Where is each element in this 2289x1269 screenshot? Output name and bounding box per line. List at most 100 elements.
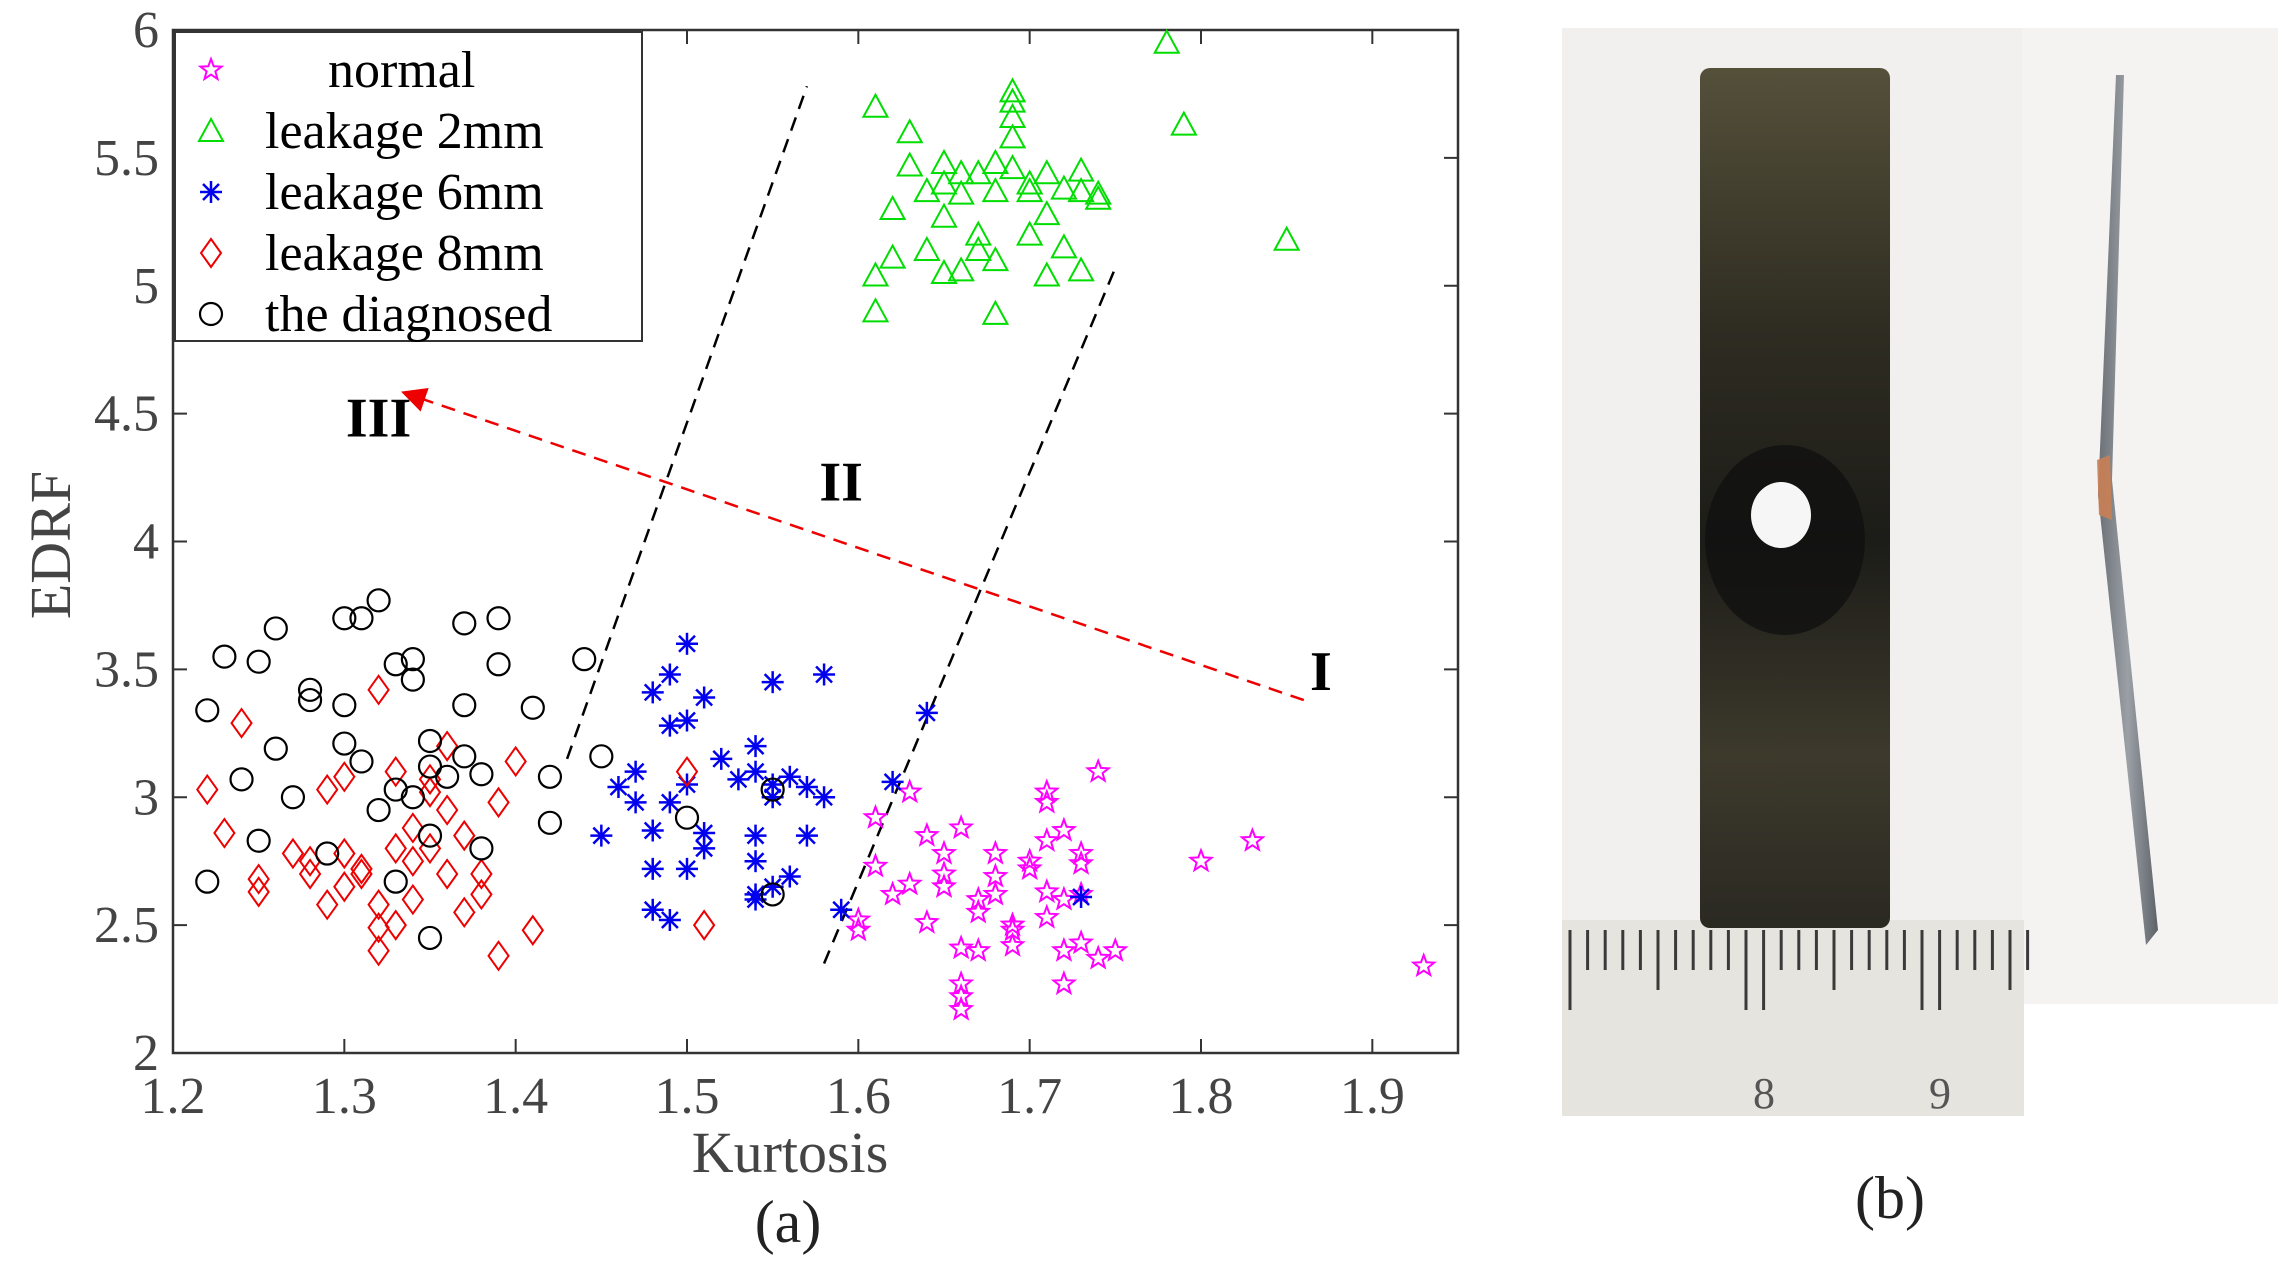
y-tick-labels: 2 2.5 3 3.5 4 4.5 5 5.5 6	[94, 2, 159, 1082]
data-point	[813, 786, 836, 809]
data-point	[710, 747, 733, 770]
axis-ticks	[172, 29, 1458, 1054]
data-point	[521, 914, 545, 946]
data-point	[230, 707, 253, 739]
data-point	[795, 776, 818, 799]
data-point	[845, 906, 872, 932]
series-the-diagnosed	[195, 588, 785, 951]
data-point	[658, 791, 681, 814]
series-normal	[845, 757, 1437, 1021]
photo-right-background	[2022, 28, 2278, 1004]
data-point	[607, 776, 630, 799]
data-point	[999, 911, 1026, 937]
data-point	[813, 663, 836, 686]
arrow-line	[401, 387, 1305, 702]
data-point	[229, 767, 254, 792]
data-point	[213, 817, 236, 849]
data-point	[470, 858, 493, 890]
data-point	[383, 652, 408, 677]
data-point	[693, 686, 716, 709]
y-tick-label: 2	[133, 1025, 159, 1082]
data-point	[624, 760, 647, 783]
data-point	[641, 857, 664, 880]
data-point	[965, 885, 992, 911]
data-point	[1050, 816, 1078, 842]
data-point	[418, 776, 442, 808]
data-point	[1033, 788, 1061, 814]
data-point	[1070, 885, 1093, 908]
data-point	[247, 876, 270, 908]
data-point	[676, 857, 698, 880]
data-point	[982, 839, 1009, 865]
data-point	[1033, 200, 1061, 226]
data-point	[1170, 110, 1198, 136]
data-point	[948, 934, 975, 960]
data-point	[435, 794, 459, 826]
data-point	[520, 695, 545, 720]
region-label-III: III	[346, 388, 411, 450]
data-point	[1084, 184, 1112, 210]
data-point	[1153, 28, 1181, 54]
data-point	[487, 940, 510, 972]
data-point	[896, 151, 924, 177]
data-point	[1102, 936, 1129, 962]
data-point	[1272, 225, 1301, 251]
data-point	[333, 761, 356, 793]
data-point	[624, 791, 647, 814]
data-point	[333, 871, 356, 903]
data-point	[400, 647, 425, 672]
data-point	[913, 821, 941, 847]
legend-label: the diagnosed	[265, 286, 552, 343]
data-point	[281, 837, 305, 870]
data-point	[1084, 944, 1112, 970]
data-point	[417, 823, 443, 848]
boundary-left	[565, 85, 809, 760]
legend-marker	[199, 237, 223, 269]
data-point	[504, 745, 527, 778]
data-point	[913, 908, 940, 934]
data-point	[641, 898, 664, 921]
data-point	[1033, 878, 1061, 904]
data-point	[453, 819, 476, 852]
data-point	[676, 632, 698, 655]
data-point	[350, 853, 373, 885]
x-tick-label: 1.3	[312, 1068, 377, 1125]
data-point	[1050, 233, 1078, 259]
x-tick-label: 1.9	[1340, 1068, 1405, 1125]
y-tick-label: 6	[133, 2, 159, 59]
data-point	[1067, 256, 1095, 282]
data-point	[861, 297, 890, 323]
data-point	[590, 824, 613, 847]
data-point	[246, 828, 271, 853]
data-point	[744, 735, 767, 758]
data-point	[744, 760, 767, 783]
data-point	[1050, 970, 1078, 996]
data-point	[401, 812, 425, 844]
data-point	[1067, 929, 1095, 955]
data-point	[947, 256, 975, 282]
legend-marker	[197, 116, 225, 142]
ruler-label-9: 9	[1929, 1069, 1951, 1118]
data-point	[1187, 847, 1215, 873]
y-tick-label: 5.5	[94, 130, 159, 187]
data-point	[1033, 826, 1061, 852]
data-point	[452, 611, 477, 636]
data-point	[195, 698, 220, 723]
data-point	[948, 970, 975, 996]
legend-marker	[200, 181, 222, 203]
plate-side-view	[2098, 75, 2158, 945]
legend-marker	[197, 56, 225, 82]
data-point	[332, 693, 357, 718]
data-point	[1084, 179, 1112, 205]
x-tick-label: 1.6	[826, 1068, 891, 1125]
data-point	[692, 909, 716, 941]
data-point	[1016, 855, 1043, 881]
data-point	[1015, 220, 1044, 246]
region-label-II: II	[819, 452, 863, 514]
data-point	[760, 777, 785, 802]
data-point	[1239, 826, 1266, 852]
region-boundaries	[565, 85, 1117, 964]
data-point	[487, 786, 510, 819]
data-point	[693, 837, 716, 860]
legend-label: normal	[328, 42, 475, 99]
